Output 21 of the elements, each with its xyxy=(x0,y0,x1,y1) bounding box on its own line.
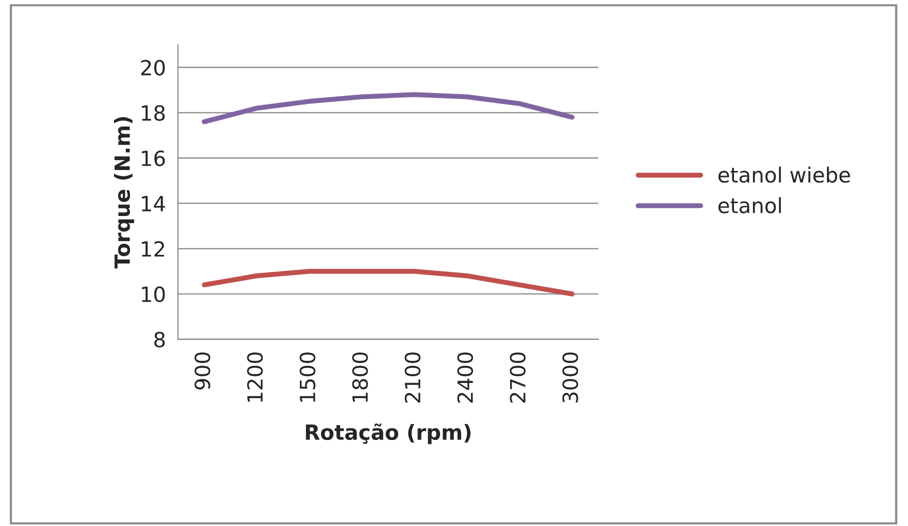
y-tick-label: 16 xyxy=(142,150,165,166)
line-series xyxy=(202,268,575,296)
y-tick-label: 10 xyxy=(142,286,165,302)
x-tick-label: 2400 xyxy=(457,352,474,403)
x-tick-label: 3000 xyxy=(562,352,578,403)
y-tick-label: 18 xyxy=(142,105,165,121)
x-tick-label: 2700 xyxy=(510,352,526,403)
y-tick-label: 14 xyxy=(142,196,165,212)
line-series xyxy=(202,92,575,124)
x-tick-label: 1500 xyxy=(300,352,316,402)
x-tick-label: 1800 xyxy=(352,352,368,402)
legend-label: etanol xyxy=(718,197,781,214)
y-tick-label: 8 xyxy=(154,332,165,348)
x-tick-label: 1200 xyxy=(247,352,263,402)
y-tick-label: 20 xyxy=(141,60,165,76)
legend-label: etanol wiebe xyxy=(718,166,850,183)
y-axis-title: Torque (N.m) xyxy=(114,117,134,269)
y-tick-label: 12 xyxy=(142,241,164,257)
x-tick-label: 2100 xyxy=(404,352,420,403)
x-axis-title: Rotação (rpm) xyxy=(306,424,471,444)
x-tick-label: 900 xyxy=(194,352,210,390)
